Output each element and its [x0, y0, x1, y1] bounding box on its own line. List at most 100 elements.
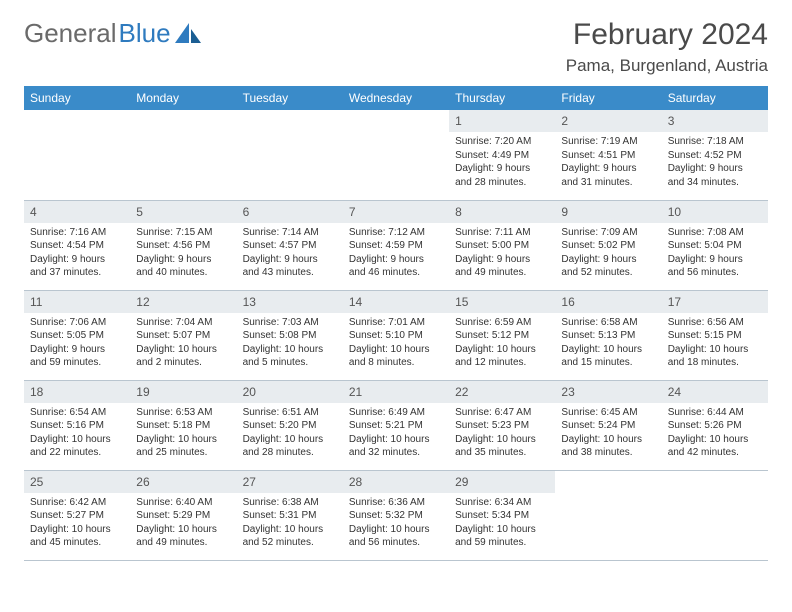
day-line-sunrise: Sunrise: 7:16 AM — [30, 226, 124, 240]
day-body: Sunrise: 6:40 AMSunset: 5:29 PMDaylight:… — [130, 493, 236, 556]
day-line-day1: Daylight: 10 hours — [243, 433, 337, 447]
day-line-day1: Daylight: 10 hours — [243, 343, 337, 357]
day-number: 21 — [343, 381, 449, 403]
day-line-day1: Daylight: 10 hours — [30, 523, 124, 537]
day-line-day2: and 28 minutes. — [455, 176, 549, 190]
day-line-sunrise: Sunrise: 6:49 AM — [349, 406, 443, 420]
day-header: Thursday — [449, 86, 555, 110]
day-number: 13 — [237, 291, 343, 313]
day-number: 8 — [449, 201, 555, 223]
day-body: Sunrise: 7:20 AMSunset: 4:49 PMDaylight:… — [449, 132, 555, 195]
day-header: Tuesday — [237, 86, 343, 110]
day-line-sunrise: Sunrise: 7:14 AM — [243, 226, 337, 240]
day-line-sunset: Sunset: 4:51 PM — [561, 149, 655, 163]
day-body: Sunrise: 6:49 AMSunset: 5:21 PMDaylight:… — [343, 403, 449, 466]
day-line-day1: Daylight: 10 hours — [136, 523, 230, 537]
day-line-sunset: Sunset: 5:27 PM — [30, 509, 124, 523]
day-line-day2: and 25 minutes. — [136, 446, 230, 460]
calendar-cell: 18Sunrise: 6:54 AMSunset: 5:16 PMDayligh… — [24, 380, 130, 470]
day-body: Sunrise: 7:12 AMSunset: 4:59 PMDaylight:… — [343, 223, 449, 286]
day-line-day2: and 52 minutes. — [561, 266, 655, 280]
day-line-sunrise: Sunrise: 6:45 AM — [561, 406, 655, 420]
location: Pama, Burgenland, Austria — [566, 56, 768, 76]
day-number: 9 — [555, 201, 661, 223]
day-line-sunrise: Sunrise: 7:18 AM — [668, 135, 762, 149]
day-number: 12 — [130, 291, 236, 313]
day-body: Sunrise: 7:01 AMSunset: 5:10 PMDaylight:… — [343, 313, 449, 376]
day-line-day1: Daylight: 9 hours — [561, 162, 655, 176]
day-line-sunset: Sunset: 5:05 PM — [30, 329, 124, 343]
day-line-sunrise: Sunrise: 7:12 AM — [349, 226, 443, 240]
day-line-sunset: Sunset: 5:00 PM — [455, 239, 549, 253]
day-line-sunrise: Sunrise: 7:20 AM — [455, 135, 549, 149]
day-line-sunset: Sunset: 4:56 PM — [136, 239, 230, 253]
day-line-day1: Daylight: 10 hours — [349, 343, 443, 357]
day-line-sunrise: Sunrise: 7:01 AM — [349, 316, 443, 330]
calendar-cell: 4Sunrise: 7:16 AMSunset: 4:54 PMDaylight… — [24, 200, 130, 290]
day-line-day2: and 31 minutes. — [561, 176, 655, 190]
day-line-sunset: Sunset: 4:59 PM — [349, 239, 443, 253]
day-body: Sunrise: 6:58 AMSunset: 5:13 PMDaylight:… — [555, 313, 661, 376]
day-line-day2: and 18 minutes. — [668, 356, 762, 370]
day-body: Sunrise: 6:47 AMSunset: 5:23 PMDaylight:… — [449, 403, 555, 466]
day-body: Sunrise: 7:09 AMSunset: 5:02 PMDaylight:… — [555, 223, 661, 286]
day-number: 25 — [24, 471, 130, 493]
day-line-sunrise: Sunrise: 7:04 AM — [136, 316, 230, 330]
calendar-page: GeneralBlue February 2024 Pama, Burgenla… — [0, 0, 792, 579]
day-line-day2: and 43 minutes. — [243, 266, 337, 280]
day-line-day2: and 8 minutes. — [349, 356, 443, 370]
calendar-cell: 9Sunrise: 7:09 AMSunset: 5:02 PMDaylight… — [555, 200, 661, 290]
calendar-cell — [237, 110, 343, 200]
day-body: Sunrise: 6:34 AMSunset: 5:34 PMDaylight:… — [449, 493, 555, 556]
day-body: Sunrise: 7:18 AMSunset: 4:52 PMDaylight:… — [662, 132, 768, 195]
day-line-day1: Daylight: 10 hours — [30, 433, 124, 447]
calendar-cell: 16Sunrise: 6:58 AMSunset: 5:13 PMDayligh… — [555, 290, 661, 380]
day-body: Sunrise: 6:59 AMSunset: 5:12 PMDaylight:… — [449, 313, 555, 376]
day-number: 26 — [130, 471, 236, 493]
day-line-sunset: Sunset: 5:21 PM — [349, 419, 443, 433]
day-body: Sunrise: 6:38 AMSunset: 5:31 PMDaylight:… — [237, 493, 343, 556]
day-line-sunset: Sunset: 4:57 PM — [243, 239, 337, 253]
day-header-row: Sunday Monday Tuesday Wednesday Thursday… — [24, 86, 768, 110]
day-line-sunset: Sunset: 5:02 PM — [561, 239, 655, 253]
calendar-cell: 15Sunrise: 6:59 AMSunset: 5:12 PMDayligh… — [449, 290, 555, 380]
day-line-day1: Daylight: 10 hours — [668, 343, 762, 357]
day-number: 19 — [130, 381, 236, 403]
day-line-day1: Daylight: 10 hours — [136, 343, 230, 357]
day-line-day1: Daylight: 9 hours — [349, 253, 443, 267]
day-line-day1: Daylight: 10 hours — [561, 343, 655, 357]
calendar-cell — [24, 110, 130, 200]
day-line-sunrise: Sunrise: 7:09 AM — [561, 226, 655, 240]
day-body: Sunrise: 6:54 AMSunset: 5:16 PMDaylight:… — [24, 403, 130, 466]
day-line-day2: and 35 minutes. — [455, 446, 549, 460]
day-line-day2: and 59 minutes. — [455, 536, 549, 550]
day-body: Sunrise: 6:53 AMSunset: 5:18 PMDaylight:… — [130, 403, 236, 466]
logo: GeneralBlue — [24, 18, 201, 49]
day-line-day2: and 45 minutes. — [30, 536, 124, 550]
day-number: 3 — [662, 110, 768, 132]
header: GeneralBlue February 2024 Pama, Burgenla… — [24, 18, 768, 76]
day-line-day2: and 52 minutes. — [243, 536, 337, 550]
day-line-sunrise: Sunrise: 6:51 AM — [243, 406, 337, 420]
calendar-cell: 13Sunrise: 7:03 AMSunset: 5:08 PMDayligh… — [237, 290, 343, 380]
logo-text-gray: General — [24, 18, 117, 49]
day-line-sunset: Sunset: 4:49 PM — [455, 149, 549, 163]
calendar-cell: 24Sunrise: 6:44 AMSunset: 5:26 PMDayligh… — [662, 380, 768, 470]
day-line-sunrise: Sunrise: 6:40 AM — [136, 496, 230, 510]
day-number: 5 — [130, 201, 236, 223]
day-line-day2: and 49 minutes. — [136, 536, 230, 550]
day-line-sunrise: Sunrise: 7:06 AM — [30, 316, 124, 330]
calendar-cell: 12Sunrise: 7:04 AMSunset: 5:07 PMDayligh… — [130, 290, 236, 380]
calendar-cell: 23Sunrise: 6:45 AMSunset: 5:24 PMDayligh… — [555, 380, 661, 470]
day-line-sunset: Sunset: 5:15 PM — [668, 329, 762, 343]
logo-text-blue: Blue — [119, 18, 171, 49]
calendar-week-row: 18Sunrise: 6:54 AMSunset: 5:16 PMDayligh… — [24, 380, 768, 470]
day-line-sunrise: Sunrise: 6:56 AM — [668, 316, 762, 330]
calendar-cell: 5Sunrise: 7:15 AMSunset: 4:56 PMDaylight… — [130, 200, 236, 290]
day-body: Sunrise: 7:06 AMSunset: 5:05 PMDaylight:… — [24, 313, 130, 376]
calendar-cell — [555, 470, 661, 560]
day-line-day1: Daylight: 10 hours — [136, 433, 230, 447]
day-line-day1: Daylight: 9 hours — [455, 253, 549, 267]
calendar-cell: 27Sunrise: 6:38 AMSunset: 5:31 PMDayligh… — [237, 470, 343, 560]
day-number: 15 — [449, 291, 555, 313]
